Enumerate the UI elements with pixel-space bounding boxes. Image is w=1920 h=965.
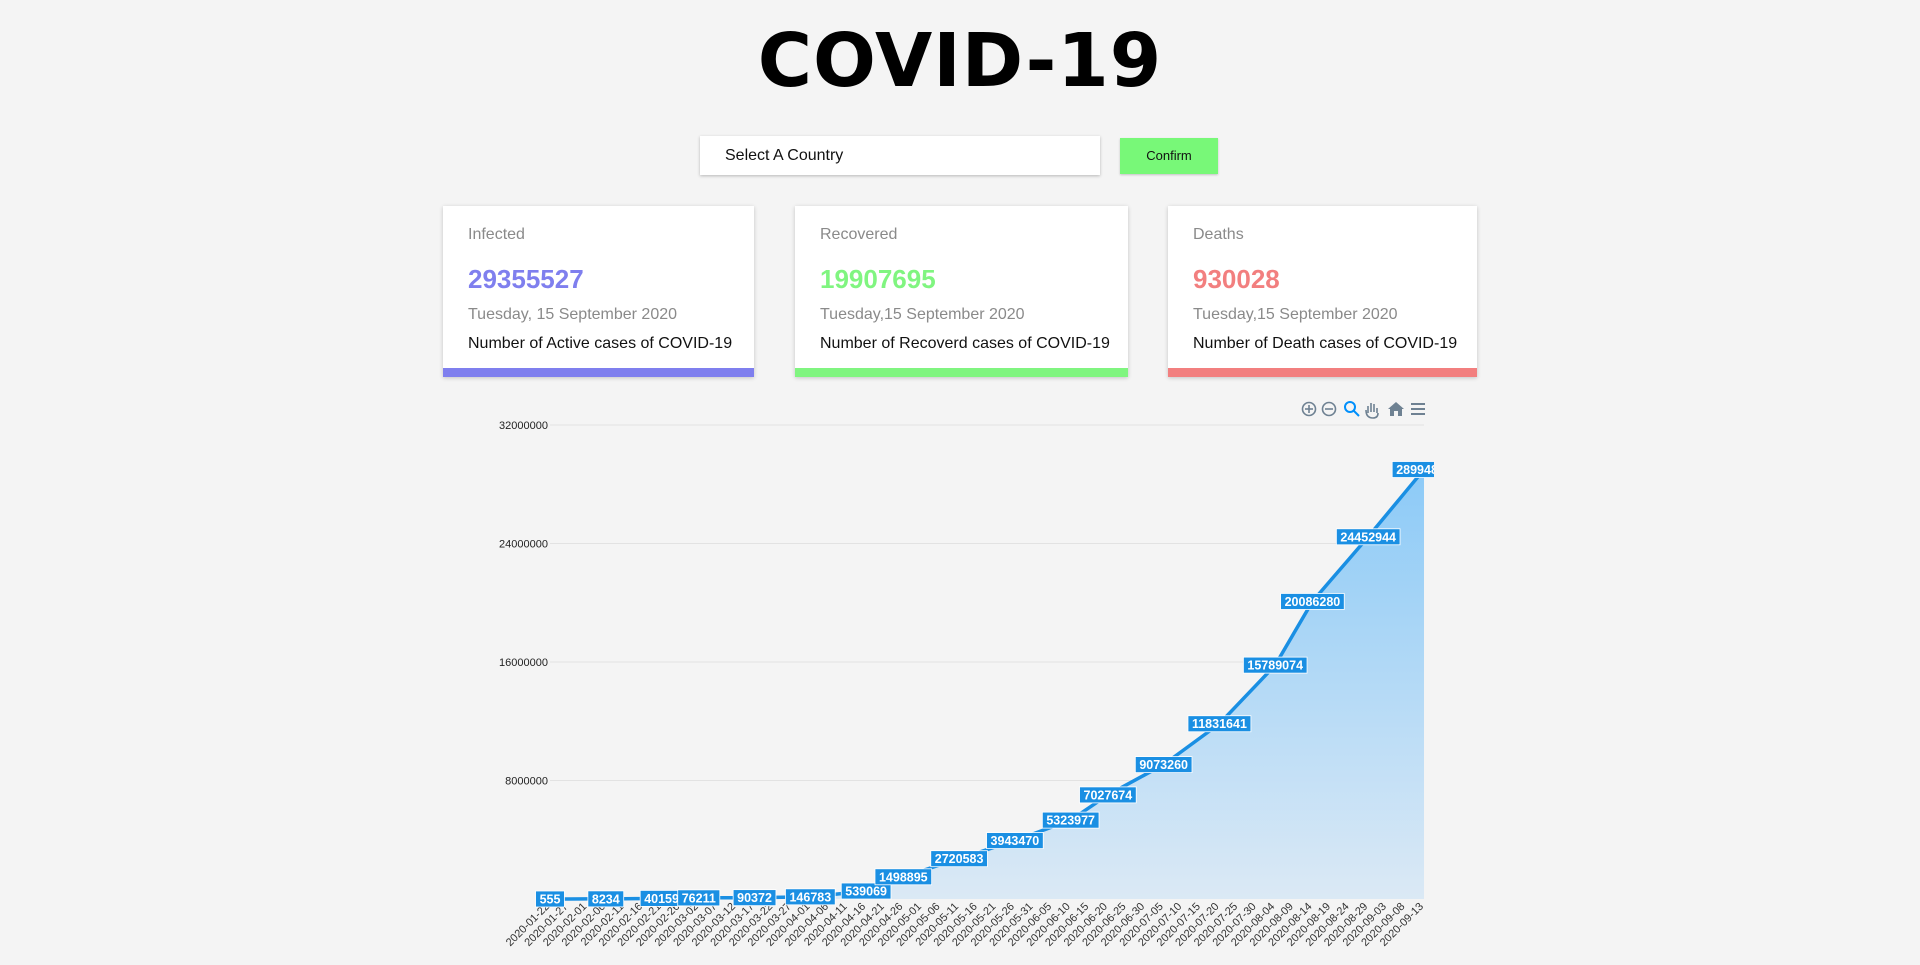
card-value: 930028 (1193, 264, 1280, 294)
data-label-box (1280, 593, 1345, 610)
data-label-box (587, 890, 625, 908)
pan-icon[interactable] (1365, 403, 1379, 419)
card-date: Tuesday,15 September 2020 (1193, 306, 1398, 323)
stat-card: Recovered 19907695 Tuesday,15 September 20… (795, 206, 1128, 377)
data-label-box (840, 882, 892, 900)
data-label: 76211 (677, 889, 721, 907)
card-description: Number of Active cases of COVID-19 (468, 335, 733, 352)
data-label-box (1336, 528, 1401, 546)
card-label: Infected (468, 226, 525, 243)
data-label: 28994800 (1391, 461, 1452, 478)
data-labels: 555 8234 40159 76211 90372 146783 539069149889… (535, 461, 1452, 908)
data-label-text: 20086280 (1285, 595, 1341, 609)
data-label-text: 555 (540, 892, 561, 906)
data-label: 1498895 (874, 868, 933, 886)
data-label-text: 28994800 (1396, 463, 1452, 477)
card-label: Deaths (1193, 226, 1244, 243)
data-label-box (1134, 756, 1193, 774)
data-label: 7027674 (1079, 786, 1137, 804)
data-label: 40159 (639, 890, 684, 907)
data-label: 20086280 (1280, 593, 1345, 610)
y-tick-label: 16000000 (499, 657, 548, 669)
data-label: 90372 (732, 889, 777, 907)
card-date: Tuesday, 15 September 2020 (468, 306, 678, 323)
data-label-text: 40159 (644, 892, 679, 906)
data-label: 5323977 (1041, 811, 1100, 829)
data-label-box (1079, 786, 1137, 804)
data-label: 555 (535, 890, 565, 908)
data-label: 3943470 (986, 832, 1044, 849)
data-label: 11831641 (1187, 715, 1252, 733)
data-label-text: 76211 (682, 891, 716, 905)
stat-card: Infected 29355527 Tuesday, 15 September 20… (443, 206, 754, 377)
area-fill (550, 469, 1424, 899)
data-label-text: 24452944 (1340, 530, 1396, 544)
data-label-text: 2720583 (935, 852, 984, 866)
data-label: 15789074 (1243, 656, 1308, 674)
data-label: 2720583 (930, 850, 988, 868)
data-label-text: 8234 (592, 892, 620, 906)
data-label-box (1187, 715, 1252, 733)
data-label-box (1243, 656, 1308, 674)
y-tick-label: 8000000 (505, 776, 548, 788)
card-accent-bar (1168, 368, 1477, 377)
card-label: Recovered (820, 226, 898, 243)
menu-icon[interactable] (1411, 403, 1425, 415)
data-label-text: 90372 (737, 891, 772, 905)
card-description: Number of Death cases of COVID-19 (1193, 335, 1458, 352)
data-label-text: 11831641 (1192, 717, 1247, 731)
data-label-text: 539069 (845, 885, 887, 899)
data-label-box (677, 889, 721, 907)
card-date: Tuesday,15 September 2020 (820, 306, 1025, 323)
data-label-text: 3943470 (991, 834, 1040, 848)
data-label-text: 5323977 (1046, 814, 1095, 828)
data-label-text: 15789074 (1247, 659, 1303, 673)
data-label-box (535, 890, 565, 908)
data-label: 24452944 (1336, 528, 1401, 546)
zoom-in-icon[interactable] (1301, 401, 1317, 417)
data-label-box (732, 889, 777, 907)
page-title: COVID-19 (757, 18, 1163, 104)
zoom-select-icon[interactable] (1344, 401, 1360, 417)
data-label-box (986, 832, 1044, 849)
card-value: 29355527 (468, 264, 584, 294)
data-label-box (1041, 811, 1100, 829)
data-label-box (1391, 461, 1434, 478)
y-tick-label: 32000000 (499, 420, 548, 432)
toolbar (1301, 401, 1425, 419)
y-tick-label: 24000000 (499, 539, 548, 551)
stat-card: Deaths 930028 Tuesday,15 September 2020 Num… (1168, 206, 1477, 377)
confirm-button[interactable]: Confirm (1120, 138, 1218, 174)
data-label-text: 146783 (789, 890, 831, 904)
home-icon[interactable] (1388, 402, 1404, 416)
data-label-text: 1498895 (879, 870, 928, 884)
data-label-text: 7027674 (1084, 788, 1133, 802)
country-select[interactable]: Select A Country (700, 136, 1100, 175)
data-label: 9073260 (1134, 756, 1193, 774)
zoom-out-icon[interactable] (1321, 401, 1337, 417)
data-label: 539069 (840, 882, 892, 900)
data-label: 8234 (587, 890, 625, 908)
card-value: 19907695 (820, 264, 936, 294)
data-label-box (785, 888, 836, 906)
data-label-box (930, 850, 988, 868)
data-label: 146783 (785, 888, 836, 906)
card-accent-bar (443, 368, 754, 377)
data-label-text: 9073260 (1139, 758, 1188, 772)
data-label-box (874, 868, 933, 886)
card-description: Number of Recoverd cases of COVID-19 (820, 335, 1110, 352)
card-accent-bar (795, 368, 1128, 377)
